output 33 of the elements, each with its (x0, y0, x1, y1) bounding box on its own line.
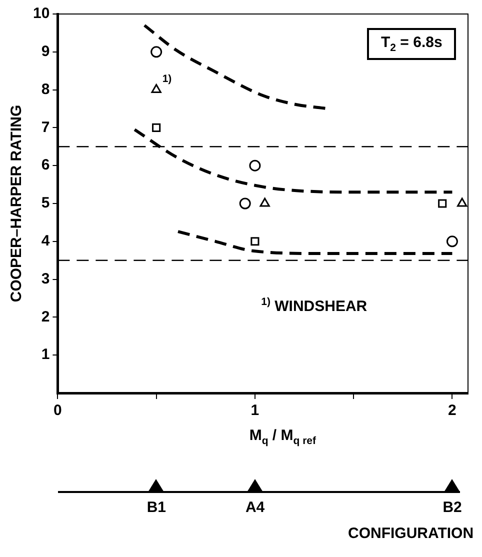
annotation: $^{1)}$ WINDSHEAR (261, 296, 368, 316)
y-tick-label: 10 (32, 5, 50, 22)
point (152, 123, 161, 132)
x-tick-label: 2 (448, 402, 456, 420)
y-tick-label: 1 (41, 346, 50, 364)
point (250, 237, 260, 246)
y-tick-label: 3 (41, 270, 50, 288)
text: B2 (442, 499, 462, 516)
text: B1 (146, 499, 166, 516)
y-tick-label: 2 (41, 308, 50, 326)
point (151, 84, 162, 94)
y-tick-label: 8 (41, 80, 50, 98)
y-axis-title: COOPER–HARPER RATING (8, 104, 26, 302)
y-tick-label: 6 (41, 156, 50, 174)
point (446, 236, 458, 248)
annotation: T$_{2}$ = 6.8s (367, 28, 456, 60)
line-series (176, 230, 454, 256)
point (150, 46, 162, 58)
x-axis-title: M$_{q}$ / M$_{q ref}$ (249, 427, 316, 447)
y-tick-label: 4 (41, 232, 50, 250)
point (249, 160, 261, 172)
text: A4 (245, 499, 265, 516)
point (239, 198, 251, 210)
x-tick-label: 1 (250, 402, 260, 420)
point (457, 198, 468, 207)
y-tick-label: 5 (41, 194, 50, 212)
x-tick-label: 0 (54, 402, 62, 420)
point (438, 199, 447, 208)
y-tick-label: 9 (41, 43, 50, 60)
text: CONFIGURATION (348, 525, 474, 542)
point (260, 198, 270, 207)
y-tick-label: 7 (41, 118, 50, 136)
annotation: 1) (162, 72, 172, 85)
